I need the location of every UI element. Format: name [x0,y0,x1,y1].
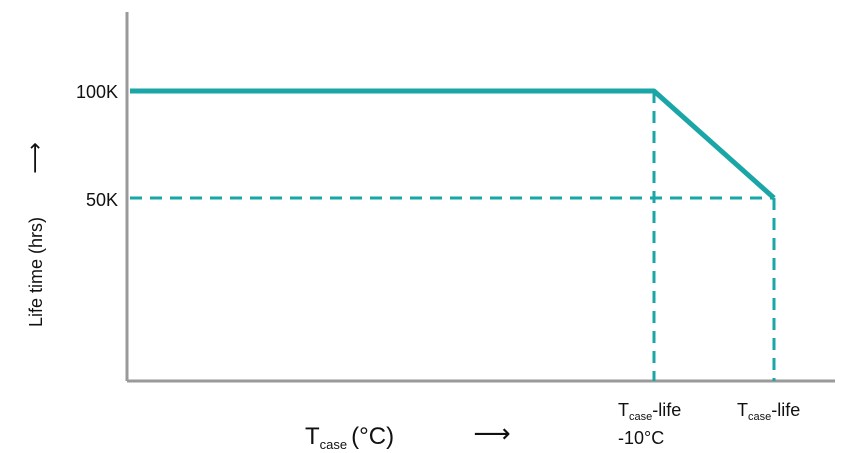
series-line [130,88,776,200]
x-axis-label-subscript: case [320,437,347,452]
x-tick-base: T [737,400,748,420]
x-tick-suffix: -life [652,400,681,420]
x-tick-subscript: case [748,411,771,423]
x-tick-suffix: -life [771,400,800,420]
x-axis-label-suffix: (°C) [351,423,394,450]
y-axis-label: Life time (hrs) [26,217,46,327]
y-tick-label: 50K [86,190,118,210]
x-axis-label-base: T [305,423,320,450]
x-tick-sublabel: -10°C [618,428,664,448]
x-axis-label: Tcase (°C) [305,423,394,452]
x-tick-label: Tcase-life [618,400,681,423]
guide-lines [130,91,776,381]
x-axis-arrow: ⟶ [473,418,510,448]
x-tick-base: T [618,400,629,420]
y-tick-label: 100K [76,82,118,102]
x-tick-label: Tcase-life [737,400,800,423]
y-axis-arrow: ⟶ [22,142,47,174]
x-tick-subscript: case [629,411,652,423]
